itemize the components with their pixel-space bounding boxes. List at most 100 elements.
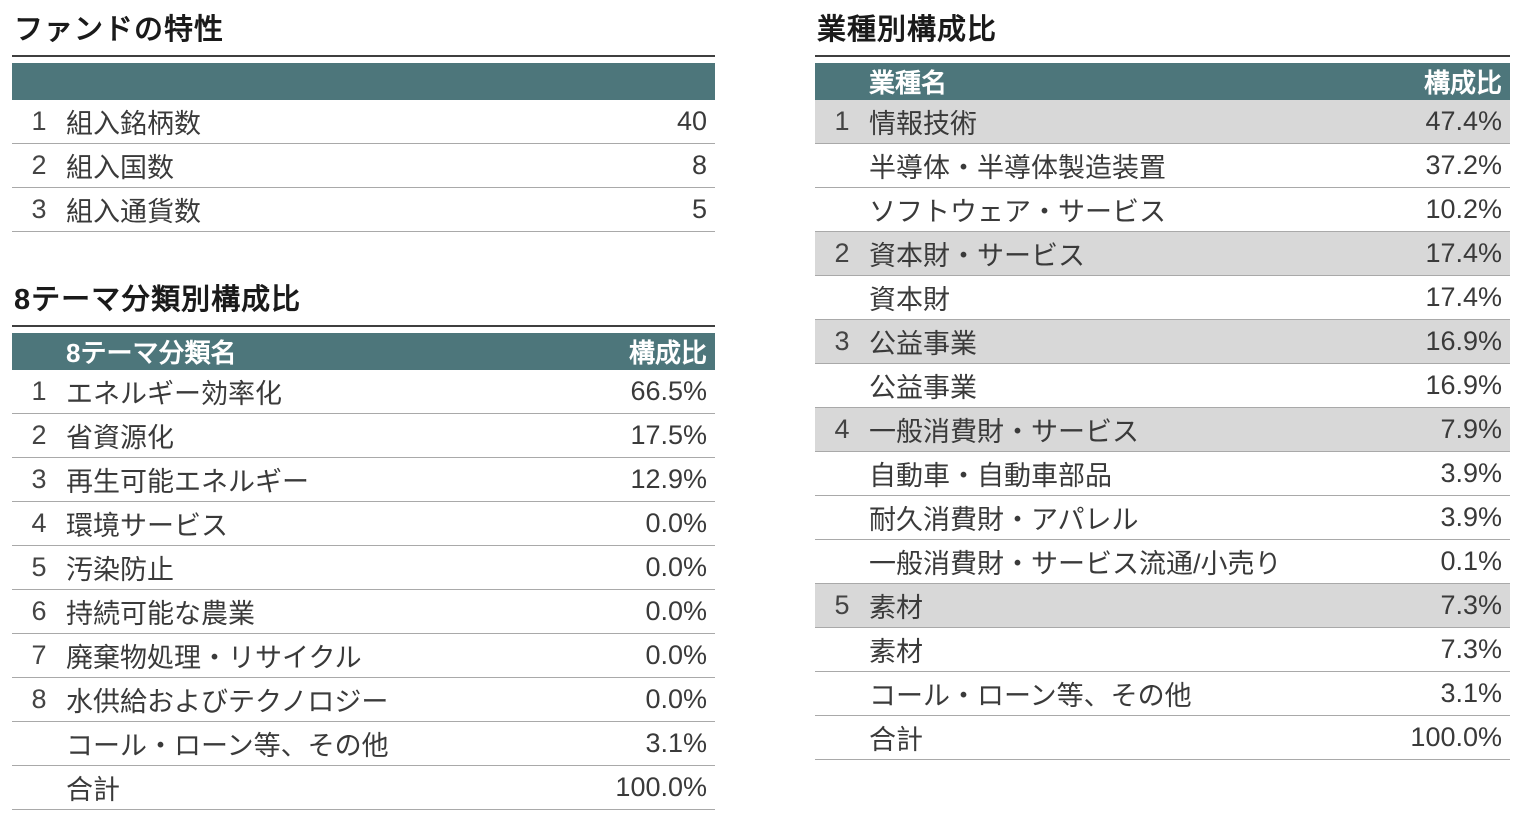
- theme-composition-table: 8テーマ分類別構成比 8テーマ分類名 構成比 1 エネルギー効率化 66.5% 2 省資…: [12, 274, 715, 810]
- themes-row-7-number: 7: [31, 640, 47, 670]
- fund-row-2-number: 2: [31, 150, 47, 180]
- sectors-row-11-label: 一般消費財・サービス流通/小売り: [869, 549, 1282, 579]
- fund-row-2: 2 組入国数 8: [12, 144, 715, 188]
- sectors-row-5-label: 資本財: [869, 285, 950, 315]
- fund-row-3: 3 組入通貨数 5: [12, 188, 715, 232]
- sectors-row-4: 2 資本財・サービス 17.4%: [815, 232, 1510, 276]
- themes-row-5-label: 汚染防止: [66, 555, 174, 585]
- sectors-row-2-label: 半導体・半導体製造装置: [869, 153, 1166, 183]
- themes-row-5-value: 0.0%: [645, 552, 707, 582]
- themes-row-4: 4 環境サービス 0.0%: [12, 502, 715, 546]
- themes-row-6-value: 0.0%: [645, 596, 707, 626]
- fund-table-header: [12, 63, 715, 100]
- themes-row-9-label: コール・ローン等、その他: [66, 731, 389, 761]
- sectors-row-9-value: 3.9%: [1440, 458, 1502, 488]
- sector-table-title: 業種別構成比: [815, 4, 1510, 57]
- sector-header-name-label: 業種名: [869, 68, 948, 98]
- sectors-row-10-label: 耐久消費財・アパレル: [869, 505, 1139, 535]
- themes-row-3-value: 12.9%: [630, 464, 707, 494]
- sectors-row-13-label: 素材: [869, 637, 923, 667]
- themes-row-8: 8 水供給およびテクノロジー 0.0%: [12, 678, 715, 722]
- sectors-row-12-label: 素材: [869, 593, 923, 623]
- themes-row-7: 7 廃棄物処理・リサイクル 0.0%: [12, 634, 715, 678]
- themes-row-2-value: 17.5%: [630, 420, 707, 450]
- sectors-row-9-label: 自動車・自動車部品: [869, 461, 1112, 491]
- sectors-row-14-value: 3.1%: [1440, 678, 1502, 708]
- theme-table-header: 8テーマ分類名 構成比: [12, 333, 715, 370]
- theme-table-body: 1 エネルギー効率化 66.5% 2 省資源化 17.5% 3 再生可能エネルギー 12.9% 4…: [12, 370, 715, 810]
- themes-row-6: 6 持続可能な農業 0.0%: [12, 590, 715, 634]
- sectors-row-6-number: 3: [834, 326, 850, 356]
- sectors-row-10: 耐久消費財・アパレル 3.9%: [815, 496, 1510, 540]
- sectors-row-1-label: 情報技術: [869, 109, 977, 139]
- themes-row-10-value: 100.0%: [615, 772, 707, 802]
- sectors-row-15: 合計 100.0%: [815, 716, 1510, 760]
- fund-characteristics-table: ファンドの特性 1 組入銘柄数 40 2 組入国数 8 3 組入通貨数 5: [12, 4, 715, 232]
- sectors-row-14: コール・ローン等、その他 3.1%: [815, 672, 1510, 716]
- fund-row-1-value: 40: [676, 106, 707, 136]
- sectors-row-14-label: コール・ローン等、その他: [869, 681, 1192, 711]
- sectors-row-12-number: 5: [834, 590, 850, 620]
- sectors-row-6-label: 公益事業: [869, 329, 977, 359]
- themes-row-8-number: 8: [31, 684, 47, 714]
- themes-row-1-value: 66.5%: [630, 376, 707, 406]
- sectors-row-7-label: 公益事業: [869, 373, 977, 403]
- sectors-row-8-label: 一般消費財・サービス: [869, 417, 1139, 447]
- sectors-row-4-label: 資本財・サービス: [869, 241, 1085, 271]
- themes-row-2-label: 省資源化: [66, 423, 174, 453]
- sectors-row-1: 1 情報技術 47.4%: [815, 100, 1510, 144]
- fund-row-3-label: 組入通貨数: [66, 197, 201, 227]
- themes-row-3-label: 再生可能エネルギー: [66, 467, 309, 497]
- themes-row-4-label: 環境サービス: [66, 511, 228, 541]
- themes-row-10-label: 合計: [66, 775, 120, 805]
- right-column: 業種別構成比 業種名 構成比 1 情報技術 47.4% 半導体・半導体製造装置 37.2…: [815, 4, 1510, 760]
- sectors-row-3: ソフトウェア・サービス 10.2%: [815, 188, 1510, 232]
- fund-row-3-number: 3: [31, 194, 47, 224]
- fund-table-title: ファンドの特性: [12, 4, 715, 57]
- sectors-row-1-number: 1: [834, 106, 850, 136]
- sectors-row-13-value: 7.3%: [1440, 634, 1502, 664]
- themes-row-7-label: 廃棄物処理・リサイクル: [66, 643, 362, 673]
- sectors-row-7-value: 16.9%: [1425, 370, 1502, 400]
- theme-table-title: 8テーマ分類別構成比: [12, 274, 715, 327]
- sectors-row-10-value: 3.9%: [1440, 502, 1502, 532]
- themes-row-1: 1 エネルギー効率化 66.5%: [12, 370, 715, 414]
- sectors-row-5: 資本財 17.4%: [815, 276, 1510, 320]
- sectors-row-4-value: 17.4%: [1425, 238, 1502, 268]
- sectors-row-15-value: 100.0%: [1410, 722, 1502, 752]
- themes-row-6-label: 持続可能な農業: [66, 599, 255, 629]
- themes-row-1-number: 1: [31, 376, 47, 406]
- sectors-row-9: 自動車・自動車部品 3.9%: [815, 452, 1510, 496]
- themes-row-2-number: 2: [31, 420, 47, 450]
- sector-header-value-label: 構成比: [1423, 68, 1502, 98]
- sectors-row-3-label: ソフトウェア・サービス: [869, 197, 1166, 227]
- sectors-row-12: 5 素材 7.3%: [815, 584, 1510, 628]
- themes-row-5: 5 汚染防止 0.0%: [12, 546, 715, 590]
- sectors-row-2: 半導体・半導体製造装置 37.2%: [815, 144, 1510, 188]
- themes-row-5-number: 5: [31, 552, 47, 582]
- sectors-row-12-value: 7.3%: [1440, 590, 1502, 620]
- fund-row-1: 1 組入銘柄数 40: [12, 100, 715, 144]
- themes-row-3-number: 3: [31, 464, 47, 494]
- sectors-row-6: 3 公益事業 16.9%: [815, 320, 1510, 364]
- sectors-row-3-value: 10.2%: [1425, 194, 1502, 224]
- sectors-row-11: 一般消費財・サービス流通/小売り 0.1%: [815, 540, 1510, 584]
- fund-row-2-value: 8: [691, 150, 707, 180]
- themes-row-9: コール・ローン等、その他 3.1%: [12, 722, 715, 766]
- sector-composition-table: 業種別構成比 業種名 構成比 1 情報技術 47.4% 半導体・半導体製造装置 37.2…: [815, 4, 1510, 760]
- sectors-row-15-label: 合計: [869, 725, 923, 755]
- sectors-row-7: 公益事業 16.9%: [815, 364, 1510, 408]
- sectors-row-13: 素材 7.3%: [815, 628, 1510, 672]
- fund-row-1-number: 1: [31, 106, 47, 136]
- themes-row-9-value: 3.1%: [645, 728, 707, 758]
- left-column: ファンドの特性 1 組入銘柄数 40 2 組入国数 8 3 組入通貨数 5 8テーマ分類別構成比…: [12, 4, 715, 810]
- sectors-row-6-value: 16.9%: [1425, 326, 1502, 356]
- sectors-row-8-value: 7.9%: [1440, 414, 1502, 444]
- themes-row-6-number: 6: [31, 596, 47, 626]
- sectors-row-8-number: 4: [834, 414, 850, 444]
- themes-row-4-number: 4: [31, 508, 47, 538]
- fund-table-body: 1 組入銘柄数 40 2 組入国数 8 3 組入通貨数 5: [12, 100, 715, 232]
- theme-header-name-label: 8テーマ分類名: [66, 338, 237, 368]
- sectors-row-4-number: 2: [834, 238, 850, 268]
